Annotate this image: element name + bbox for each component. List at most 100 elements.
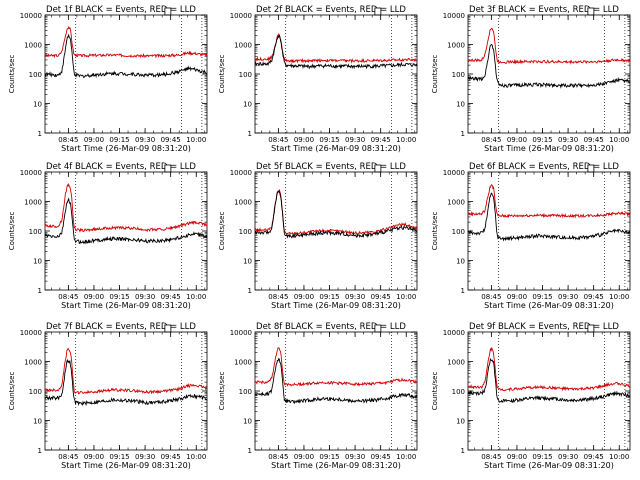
- series-line-events: [254, 357, 418, 405]
- x-tick-label: 08:45: [268, 293, 288, 301]
- y-tick-label: 10: [456, 418, 465, 426]
- x-tick-label: 09:15: [532, 136, 552, 144]
- y-tick-label: 1: [38, 447, 42, 455]
- series-line-events: [254, 190, 418, 239]
- y-tick-label: 10000: [443, 169, 465, 177]
- x-axis-label: Start Time (26-Mar-09 08:31:20): [271, 301, 401, 310]
- x-tick-label: 09:45: [371, 453, 391, 461]
- x-tick-label: 09:45: [161, 293, 181, 301]
- y-tick-label: 1000: [447, 199, 465, 207]
- x-tick-label: 10:00: [609, 293, 629, 301]
- x-axis-label: Start Time (26-Mar-09 08:31:20): [61, 461, 191, 470]
- chart-panel: Det 1f BLACK = Events, RED = LLD 1 10 100 10…: [8, 5, 208, 153]
- series-line-events: [254, 33, 418, 70]
- y-tick-label: 1: [38, 287, 42, 295]
- x-tick-label: 09:45: [584, 293, 604, 301]
- corner-marker-box: [164, 324, 172, 333]
- x-tick-label: 09:15: [109, 453, 129, 461]
- x-tick-label: 09:30: [558, 136, 578, 144]
- y-axis-label: Counts/sec: [8, 372, 16, 411]
- chart-panel: Det 5f BLACK = Events, RED = LLD 1 10 100 10…: [218, 162, 418, 310]
- y-axis-label: Counts/sec: [218, 55, 226, 94]
- y-tick-label: 1000: [234, 42, 252, 50]
- y-tick-label: 10: [456, 258, 465, 266]
- corner-marker-box: [164, 164, 172, 173]
- corner-marker-box: [164, 7, 172, 16]
- corner-marker-box: [587, 7, 595, 16]
- y-tick-label: 1: [248, 130, 252, 138]
- series-line-lld: [44, 347, 208, 395]
- y-tick-label: 1: [248, 287, 252, 295]
- y-axis-label: Counts/sec: [431, 55, 439, 94]
- x-tick-label: 09:15: [319, 453, 339, 461]
- y-tick-label: 1000: [234, 359, 252, 367]
- y-tick-label: 1000: [447, 359, 465, 367]
- y-tick-label: 10000: [20, 329, 42, 337]
- x-tick-label: 09:15: [319, 293, 339, 301]
- x-tick-label: 09:45: [371, 136, 391, 144]
- chart-panel: Det 2f BLACK = Events, RED = LLD 1 10 100 10…: [218, 5, 418, 153]
- x-tick-label: 09:00: [294, 136, 314, 144]
- x-tick-label: 10:00: [609, 136, 629, 144]
- chart-title: Det 5f BLACK = Events, RED = LLD: [256, 162, 406, 172]
- y-tick-label: 10: [243, 258, 252, 266]
- x-tick-label: 09:00: [84, 453, 104, 461]
- x-tick-label: 09:30: [135, 293, 155, 301]
- x-tick-label: 08:45: [58, 136, 78, 144]
- y-tick-label: 10: [33, 418, 42, 426]
- y-tick-label: 100: [239, 228, 252, 236]
- series-line-events: [467, 192, 631, 242]
- y-tick-label: 100: [452, 228, 465, 236]
- y-tick-label: 10000: [443, 329, 465, 337]
- x-tick-label: 09:45: [161, 136, 181, 144]
- y-tick-label: 10000: [230, 169, 252, 177]
- y-tick-label: 10000: [443, 12, 465, 20]
- corner-marker-box: [587, 164, 595, 173]
- corner-marker-box: [587, 324, 595, 333]
- y-tick-label: 10: [456, 101, 465, 109]
- y-tick-label: 1: [461, 447, 465, 455]
- y-tick-label: 10000: [230, 12, 252, 20]
- chart-title: Det 7f BLACK = Events, RED = LLD: [46, 322, 196, 332]
- x-tick-label: 08:45: [481, 136, 501, 144]
- y-tick-label: 10000: [230, 329, 252, 337]
- y-axis-label: Counts/sec: [431, 372, 439, 411]
- chart-panel: Det 3f BLACK = Events, RED = LLD 1 10 100 10…: [431, 5, 631, 153]
- y-tick-label: 1000: [447, 42, 465, 50]
- x-tick-label: 09:00: [294, 453, 314, 461]
- y-tick-label: 100: [29, 388, 42, 396]
- x-tick-label: 09:00: [507, 453, 527, 461]
- x-tick-label: 08:45: [268, 453, 288, 461]
- x-tick-label: 10:00: [186, 453, 206, 461]
- y-tick-label: 1: [461, 287, 465, 295]
- x-tick-label: 09:30: [558, 293, 578, 301]
- y-tick-label: 100: [29, 71, 42, 79]
- x-tick-label: 09:30: [345, 136, 365, 144]
- series-line-lld: [254, 346, 418, 387]
- x-tick-label: 10:00: [396, 293, 416, 301]
- corner-marker-box: [374, 324, 382, 333]
- x-tick-label: 09:45: [161, 453, 181, 461]
- series-line-lld: [44, 182, 208, 233]
- x-axis-label: Start Time (26-Mar-09 08:31:20): [271, 461, 401, 470]
- x-tick-label: 09:00: [294, 293, 314, 301]
- corner-marker-box: [374, 164, 382, 173]
- x-tick-label: 10:00: [396, 453, 416, 461]
- y-tick-label: 100: [29, 228, 42, 236]
- y-tick-label: 100: [452, 71, 465, 79]
- chart-title: Det 6f BLACK = Events, RED = LLD: [469, 162, 619, 172]
- y-tick-label: 1000: [24, 199, 42, 207]
- series-line-lld: [467, 27, 631, 65]
- x-tick-label: 09:30: [345, 293, 365, 301]
- y-tick-label: 10: [33, 258, 42, 266]
- x-tick-label: 10:00: [396, 136, 416, 144]
- x-axis-label: Start Time (26-Mar-09 08:31:20): [484, 301, 614, 310]
- y-tick-label: 10: [243, 418, 252, 426]
- y-axis-label: Counts/sec: [8, 55, 16, 94]
- x-tick-label: 09:30: [345, 453, 365, 461]
- x-tick-label: 09:15: [532, 293, 552, 301]
- x-axis-label: Start Time (26-Mar-09 08:31:20): [61, 144, 191, 153]
- x-tick-label: 09:30: [135, 136, 155, 144]
- chart-title: Det 3f BLACK = Events, RED = LLD: [469, 5, 619, 15]
- y-tick-label: 1000: [24, 359, 42, 367]
